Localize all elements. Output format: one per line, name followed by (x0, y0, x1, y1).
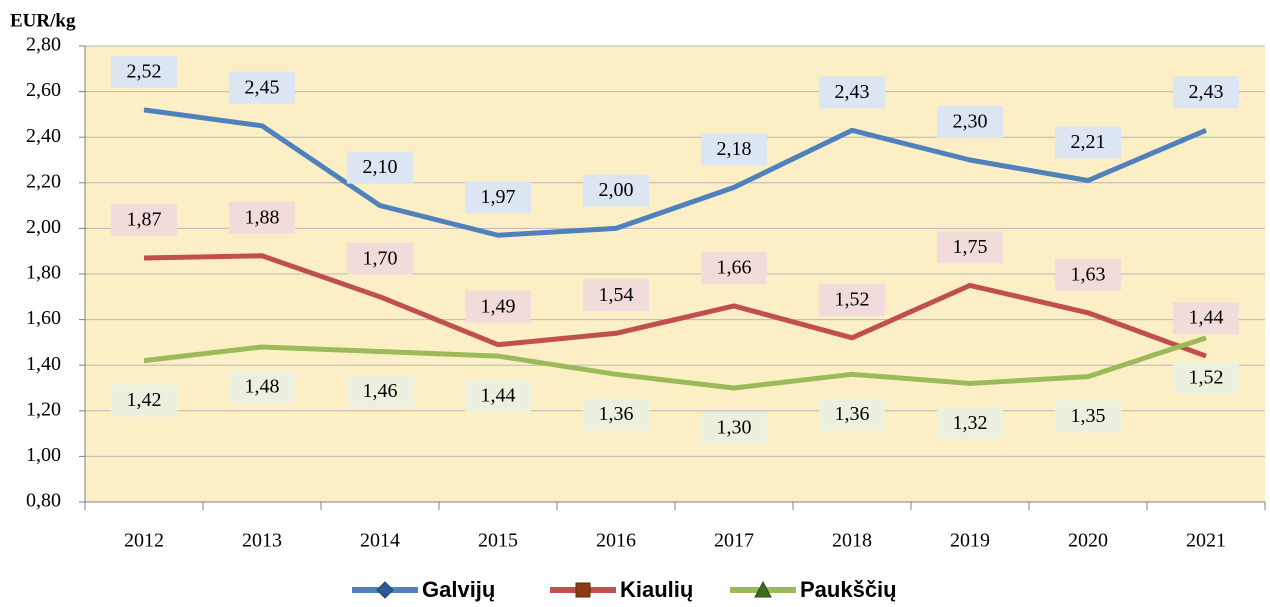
data-label: 2,52 (127, 60, 162, 82)
y-axis-label: EUR/kg (10, 10, 76, 31)
y-tick-label: 1,80 (26, 262, 61, 284)
legend-label: Paukščių (800, 577, 897, 602)
data-label: 1,32 (953, 412, 988, 434)
data-label: 2,45 (245, 76, 280, 98)
data-label: 1,66 (717, 257, 752, 279)
x-tick-label: 2016 (596, 530, 636, 552)
line-series (143, 335, 1207, 391)
x-tick-label: 2021 (1186, 530, 1226, 552)
label-box (347, 375, 413, 408)
label-box (465, 290, 531, 323)
label-box (111, 55, 177, 88)
data-label: 1,52 (835, 288, 870, 310)
label-box (347, 151, 413, 184)
label-box (1173, 302, 1239, 335)
legend-marker (754, 580, 772, 598)
y-tick-label: 2,60 (26, 79, 61, 101)
line-series (143, 253, 1207, 359)
legend-marker (376, 581, 394, 599)
data-label: 1,54 (599, 284, 634, 306)
label-box (701, 133, 767, 166)
data-label: 2,10 (363, 156, 398, 178)
label-box (819, 398, 885, 431)
y-tick-label: 0,80 (26, 490, 61, 512)
label-box (701, 251, 767, 284)
label-box (819, 283, 885, 316)
y-tick-label: 1,40 (26, 353, 61, 375)
data-label: 1,35 (1071, 405, 1106, 427)
data-label: 1,87 (127, 209, 162, 231)
y-tick-label: 1,20 (26, 398, 61, 420)
data-label: 1,36 (599, 403, 634, 425)
label-box (111, 204, 177, 237)
label-box (347, 242, 413, 275)
data-label: 1,75 (953, 236, 988, 258)
data-label: 1,48 (245, 376, 280, 398)
data-label: 1,44 (481, 385, 516, 407)
legend-marker (575, 582, 591, 598)
line-series (143, 107, 1207, 238)
label-box (465, 181, 531, 214)
label-box (937, 231, 1003, 264)
y-tick-label: 2,20 (26, 170, 61, 192)
label-box (1055, 126, 1121, 159)
data-label: 1,97 (481, 186, 516, 208)
label-box (229, 370, 295, 403)
y-tick-label: 2,00 (26, 216, 61, 238)
x-tick-label: 2018 (832, 530, 872, 552)
data-label: 2,18 (717, 138, 752, 160)
legend-label: Kiaulių (620, 577, 693, 602)
legend-label: Galvijų (422, 577, 495, 602)
label-box (1055, 258, 1121, 291)
label-box (937, 106, 1003, 138)
x-tick-label: 2017 (714, 530, 754, 552)
label-box (583, 279, 649, 312)
label-box (937, 407, 1003, 440)
data-label: 1,30 (717, 417, 752, 439)
y-tick-label: 1,00 (26, 444, 61, 466)
label-box (583, 398, 649, 431)
y-tick-label: 2,80 (26, 34, 61, 56)
data-label: 1,63 (1071, 263, 1106, 285)
data-label: 1,42 (127, 389, 162, 411)
label-box (1055, 400, 1121, 433)
x-tick-label: 2012 (124, 530, 164, 552)
data-label: 1,36 (835, 403, 870, 425)
data-label: 1,88 (245, 206, 280, 228)
data-label: 1,44 (1189, 307, 1224, 329)
data-label: 2,00 (599, 179, 634, 201)
data-label: 2,30 (953, 111, 988, 133)
data-label: 2,43 (835, 81, 870, 103)
y-tick-label: 1,60 (26, 307, 61, 329)
data-label: 1,70 (363, 247, 398, 269)
data-label: 2,43 (1189, 81, 1224, 103)
x-tick-label: 2015 (478, 530, 518, 552)
data-label: 2,21 (1071, 131, 1106, 153)
label-box (1173, 76, 1239, 109)
label-box (701, 412, 767, 444)
data-label: 1,52 (1189, 366, 1224, 388)
y-tick-label: 2,40 (26, 125, 61, 147)
label-box (465, 380, 531, 413)
label-box (229, 71, 295, 104)
data-label: 1,46 (363, 380, 398, 402)
x-tick-label: 2014 (360, 530, 400, 552)
x-tick-label: 2013 (242, 530, 282, 552)
x-tick-label: 2019 (950, 530, 990, 552)
label-box (583, 174, 649, 207)
label-box (229, 201, 295, 234)
label-box (819, 76, 885, 109)
x-tick-label: 2020 (1068, 530, 1108, 552)
label-box (1173, 361, 1239, 394)
label-box (111, 384, 177, 417)
data-label: 1,49 (481, 295, 516, 317)
